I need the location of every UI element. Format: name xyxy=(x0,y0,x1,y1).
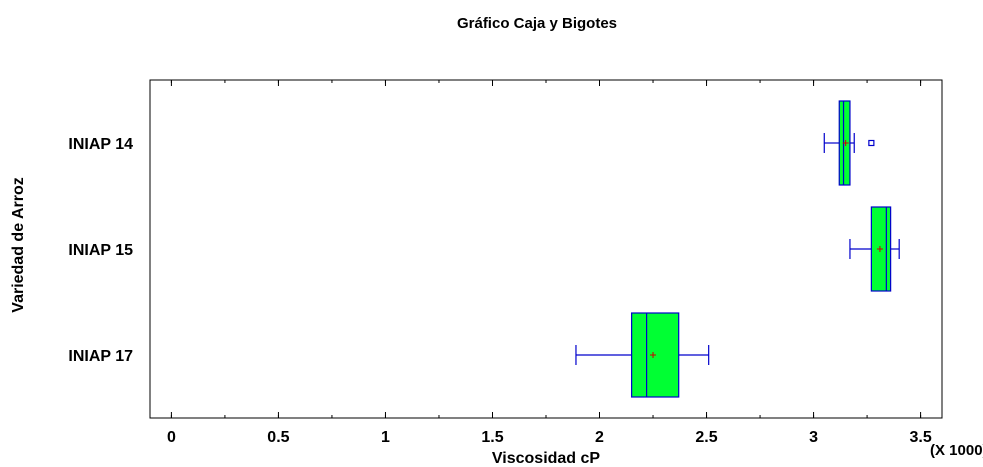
x-axis-tick-labels: 0 0.5 1 1.5 2 2.5 3 3.5 xyxy=(167,429,932,446)
x-axis-multiplier-label: (X 1000) xyxy=(930,442,983,459)
box-iniap-14 xyxy=(823,100,875,186)
y-category-label: INIAP 17 xyxy=(68,348,133,365)
x-tick-label: 3 xyxy=(809,429,818,446)
y-axis-category-labels: INIAP 14 INIAP 15 INIAP 17 xyxy=(68,136,133,365)
x-tick-label: 2.5 xyxy=(695,429,717,446)
x-tick-label: 1 xyxy=(381,429,390,446)
x-tick-label: 1.5 xyxy=(481,429,503,446)
box-series xyxy=(575,100,900,398)
outlier-point xyxy=(868,139,875,147)
y-axis-label: Variedad de Arroz xyxy=(10,177,27,312)
x-tick-label: 2 xyxy=(595,429,604,446)
chart-title: Gráfico Caja y Bigotes xyxy=(457,15,617,32)
x-axis-label: Viscosidad cP xyxy=(492,450,601,467)
x-tick-label: 0 xyxy=(167,429,176,446)
x-tick-label: 3.5 xyxy=(909,429,931,446)
x-tick-label: 0.5 xyxy=(267,429,289,446)
y-category-label: INIAP 14 xyxy=(68,136,133,153)
y-category-label: INIAP 15 xyxy=(68,242,133,259)
box-iniap-17 xyxy=(575,312,710,398)
x-axis-ticks xyxy=(170,80,922,418)
box-iniap-15 xyxy=(849,206,900,292)
plot-frame xyxy=(149,79,943,419)
